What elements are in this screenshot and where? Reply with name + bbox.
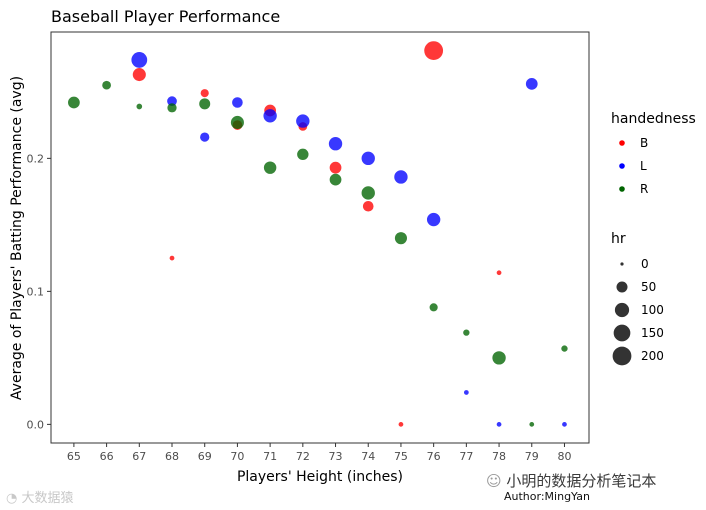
plot-panel [50,31,590,444]
data-point-R [167,103,177,113]
x-tick-label: 79 [525,450,539,463]
x-tick-label: 71 [263,450,277,463]
data-point-R [463,329,470,336]
legend-key-R [619,186,625,192]
data-point-L [232,97,243,108]
legend-size-title: hr [611,231,626,247]
data-point-R [230,115,244,129]
x-tick-label: 70 [230,450,244,463]
author-credit: Author:MingYan [504,490,590,503]
data-point-R [329,173,342,186]
data-point-B [169,255,175,261]
data-point-L [463,390,469,395]
data-point-B [496,270,502,276]
data-point-L [263,109,277,123]
data-point-R [561,345,568,352]
x-tick-label: 65 [67,450,81,463]
data-point-B [200,89,209,98]
x-tick-label: 73 [329,450,343,463]
data-point-L [131,52,148,68]
wechat-icon: ☺ [486,472,502,490]
data-points [68,41,568,427]
legend-key-B [619,140,625,146]
x-tick-label: 67 [132,450,146,463]
data-point-L [562,421,567,427]
x-tick-label: 80 [557,450,571,463]
chart-title: Baseball Player Performance [51,7,280,26]
legend-key-L [619,163,625,169]
legend-size-label: 50 [641,280,656,294]
data-point-R [263,161,277,174]
legend-label-R: R [640,182,648,196]
watermark-left: ◔ 大数据猿 [6,487,74,506]
data-point-R [361,186,375,200]
legend-label-B: B [640,136,648,150]
data-point-B [424,41,444,61]
data-point-R [529,421,535,427]
legend-hr: hr 0 50 100 150 200 [611,231,664,366]
data-point-B [362,200,374,212]
x-axis: 65 66 67 68 69 70 71 72 73 74 75 76 77 78 79 80 [67,443,571,463]
x-tick-label: 68 [165,450,179,463]
x-tick-label: 72 [296,450,310,463]
data-point-L [200,132,210,142]
legend-label-L: L [640,159,647,173]
y-tick-label: 0.0 [27,418,45,431]
legend-size-key [612,346,632,366]
x-tick-label: 77 [459,450,473,463]
y-axis-label: Average of Players' Batting Performance … [9,76,25,400]
data-point-B [398,421,404,427]
legend-color-title: handedness [611,111,696,127]
data-point-R [297,148,309,161]
legend-size-key [613,324,631,342]
watermark-right-text: 小明的数据分析笔记本 [506,472,657,490]
data-point-L [426,212,441,227]
x-tick-label: 75 [394,450,408,463]
watermark-left-text: 大数据猿 [21,491,74,506]
legend-size-key [620,262,624,266]
x-tick-label: 74 [361,450,375,463]
data-point-L [361,151,375,166]
data-point-L [394,170,408,184]
watermark-right: ☺ 小明的数据分析笔记本 [486,470,656,491]
data-point-R [199,98,211,110]
legend-size-label: 200 [641,349,664,363]
data-point-L [328,137,343,151]
y-tick-label: 0.2 [27,152,45,165]
data-point-R [68,96,80,109]
x-tick-label: 78 [492,450,506,463]
legend-size-key [616,281,628,293]
data-point-B [329,161,342,174]
y-tick-label: 0.1 [27,285,45,298]
data-point-R [492,351,506,365]
data-point-L [167,96,177,107]
x-axis-label: Players' Height (inches) [237,469,403,485]
data-point-R [429,303,438,312]
data-point-R [102,80,111,90]
legend-handedness: handedness BLR [611,111,696,196]
legend-size-label: 150 [641,326,664,340]
x-tick-label: 69 [198,450,212,463]
legend-size-key [614,302,630,318]
data-point-R [136,103,143,110]
data-point-B [132,68,146,82]
data-point-L [525,78,538,90]
data-point-L [496,421,502,427]
legend-size-label: 0 [641,257,649,271]
y-axis: 0.0 0.1 0.2 [27,152,51,431]
data-point-R [394,232,407,245]
x-tick-label: 66 [100,450,114,463]
data-point-L [296,114,310,128]
legend-size-label: 100 [641,303,664,317]
camera-icon: ◔ [6,491,18,506]
x-tick-label: 76 [427,450,441,463]
